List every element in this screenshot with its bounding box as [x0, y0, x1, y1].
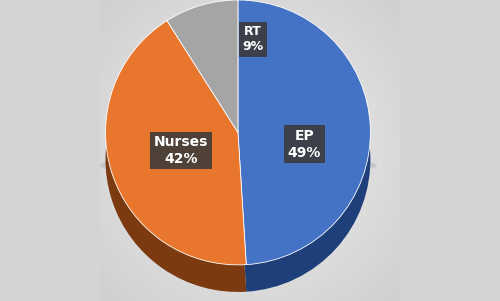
Circle shape	[156, 57, 344, 244]
Circle shape	[216, 116, 284, 184]
Wedge shape	[167, 27, 238, 160]
Circle shape	[70, 0, 430, 301]
Circle shape	[152, 53, 348, 248]
Circle shape	[220, 120, 280, 181]
Circle shape	[141, 41, 359, 259]
Circle shape	[190, 90, 310, 211]
Circle shape	[198, 98, 302, 203]
Circle shape	[186, 87, 314, 214]
Circle shape	[130, 30, 370, 271]
Wedge shape	[238, 0, 370, 265]
Circle shape	[66, 0, 434, 301]
Circle shape	[148, 49, 352, 252]
Circle shape	[242, 143, 258, 158]
Circle shape	[54, 0, 446, 301]
Circle shape	[100, 0, 401, 301]
Circle shape	[126, 26, 374, 275]
Circle shape	[144, 45, 356, 256]
Circle shape	[238, 139, 262, 162]
Circle shape	[178, 79, 322, 222]
Text: EP
49%: EP 49%	[288, 129, 321, 160]
Circle shape	[104, 4, 397, 297]
Circle shape	[231, 132, 269, 169]
Circle shape	[20, 0, 479, 301]
Circle shape	[246, 147, 254, 154]
Circle shape	[137, 38, 363, 263]
Circle shape	[164, 64, 336, 237]
Circle shape	[114, 15, 386, 286]
Circle shape	[201, 102, 299, 199]
Circle shape	[36, 0, 465, 301]
Wedge shape	[167, 0, 238, 132]
Circle shape	[73, 0, 427, 301]
Circle shape	[212, 113, 288, 188]
Circle shape	[6, 0, 494, 301]
Circle shape	[111, 11, 389, 290]
Text: Nurses
42%: Nurses 42%	[154, 135, 208, 166]
Wedge shape	[238, 27, 370, 292]
Circle shape	[80, 0, 419, 301]
Circle shape	[77, 0, 423, 301]
Circle shape	[96, 0, 405, 301]
Circle shape	[88, 0, 412, 301]
Circle shape	[122, 23, 378, 278]
Circle shape	[175, 75, 325, 226]
Circle shape	[13, 0, 487, 301]
Circle shape	[16, 0, 483, 301]
Circle shape	[32, 0, 468, 301]
Circle shape	[92, 0, 408, 301]
Circle shape	[84, 0, 415, 301]
Wedge shape	[106, 48, 246, 292]
Circle shape	[50, 0, 450, 301]
Text: RT
9%: RT 9%	[242, 25, 264, 53]
Circle shape	[40, 0, 461, 301]
Circle shape	[47, 0, 453, 301]
Circle shape	[24, 0, 475, 301]
Circle shape	[235, 135, 265, 166]
Circle shape	[134, 34, 366, 267]
Circle shape	[28, 0, 472, 301]
Ellipse shape	[99, 155, 377, 176]
Circle shape	[118, 19, 382, 282]
Circle shape	[208, 109, 292, 192]
Circle shape	[9, 0, 491, 301]
Circle shape	[182, 83, 318, 218]
Circle shape	[43, 0, 457, 301]
Circle shape	[171, 71, 329, 229]
Wedge shape	[106, 20, 246, 265]
Circle shape	[205, 105, 295, 196]
Circle shape	[194, 94, 306, 207]
Circle shape	[107, 8, 393, 293]
Circle shape	[160, 60, 340, 241]
Circle shape	[224, 124, 276, 177]
Circle shape	[167, 68, 333, 233]
Circle shape	[58, 0, 442, 301]
Circle shape	[228, 128, 272, 173]
Circle shape	[62, 0, 438, 301]
